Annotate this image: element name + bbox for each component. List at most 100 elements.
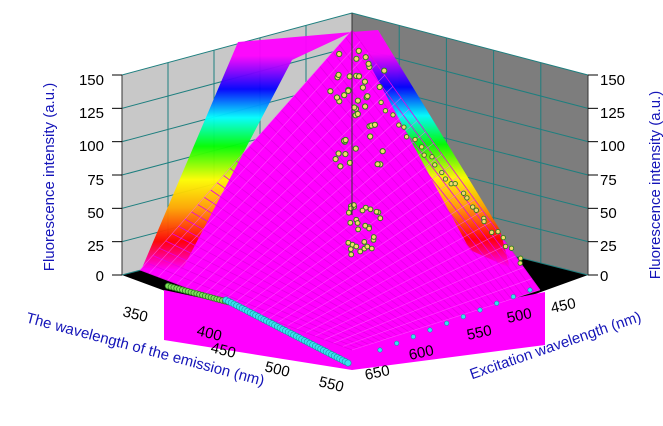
- scatter-ridge-point-3: [396, 122, 402, 128]
- scatter-ridge-point-2: [390, 112, 396, 118]
- surface-mesh-cross-17: [296, 221, 492, 330]
- y-tick-2: 550: [465, 322, 493, 344]
- scatter-ridge-point-6: [412, 136, 418, 143]
- surface-mesh-cross-16: [287, 210, 483, 326]
- surface-mesh-cross-7: [204, 108, 410, 295]
- scatter-peak-point-21: [332, 156, 339, 163]
- scatter-peak-point-36: [342, 136, 349, 144]
- scatter-secondary-point-3: [366, 225, 373, 232]
- scatter-peak-point-32: [352, 145, 359, 152]
- scatter-peak-point-18: [359, 84, 366, 91]
- surface-mesh-line-32: [345, 37, 535, 293]
- scatter-peak-point-42: [341, 92, 348, 99]
- scatter-secondary-point-23: [345, 239, 352, 246]
- axis-lines: [112, 13, 598, 276]
- surface-mesh-line-27: [313, 73, 507, 302]
- scatter-peak-point-28: [333, 94, 341, 101]
- scatter-peak-point-45: [327, 88, 334, 95]
- scatter-peak-point-37: [374, 161, 381, 168]
- surface-mesh-line-11: [210, 189, 415, 331]
- surface-mesh-line-18: [255, 138, 455, 318]
- scatter-secondary-point-24: [361, 239, 368, 245]
- scatter-ridge-point-11: [439, 169, 445, 176]
- scatter-ridge-point-1: [382, 108, 389, 114]
- z-axis-title-right: Fluorescence intensity (a.u.): [647, 91, 663, 279]
- scatter-peak-point-16: [337, 163, 344, 170]
- surface-mesh-cross-10: [231, 142, 434, 306]
- z-tick-left-1: 25: [87, 238, 104, 255]
- scatter-ridge-point-4: [401, 124, 407, 130]
- surface-mesh-cross-5: [185, 86, 394, 288]
- surface-mesh-cross-21: [333, 267, 524, 344]
- z-tick-right-4: 100: [600, 138, 625, 155]
- surface-plot: [139, 29, 545, 370]
- rayleigh-right-point-2: [410, 334, 416, 340]
- scatter-layer: [164, 47, 524, 306]
- scatter-ridge-point-20: [481, 218, 487, 225]
- y-tick-0: 450: [549, 295, 577, 317]
- z-axis-left: 0 25 50 75 100 125 150: [79, 72, 104, 285]
- scatter-peak-point-22: [342, 151, 349, 158]
- scatter-ridge-point-5: [403, 134, 410, 140]
- surface-mesh-line-21: [274, 116, 472, 313]
- scatter-peak-point-39: [371, 121, 378, 128]
- scatter-peak-point-9: [362, 103, 369, 110]
- surface-mesh-line-5: [171, 233, 381, 342]
- scatter-peak-point-27: [353, 55, 360, 62]
- scatter-secondary-point-21: [359, 207, 366, 214]
- scatter-ridge-point-21: [489, 229, 495, 236]
- scatter-peak-point-33: [354, 97, 361, 104]
- surface-mesh-line-4: [165, 240, 375, 344]
- surface-mesh-cross-22: [342, 278, 532, 347]
- scatter-peak-point-10: [336, 50, 343, 58]
- scatter-ridge-point-0: [378, 99, 384, 106]
- y-tick-4: 650: [363, 362, 391, 384]
- scatter-secondary-point-29: [348, 205, 354, 212]
- scatter-ridge-point-14: [452, 180, 458, 187]
- x-tick-1: 400: [195, 322, 223, 345]
- rayleigh-right-point-8: [510, 294, 516, 300]
- rayleigh-right-point-9: [527, 287, 533, 293]
- z-tick-left-3: 75: [87, 172, 104, 189]
- surface-mesh-line-7: [184, 218, 393, 338]
- scatter-secondary-point-9: [353, 243, 360, 250]
- surface-mesh-line-3: [159, 247, 370, 345]
- scatter-peak-point-23: [355, 73, 363, 80]
- scatter-ridge-point-23: [500, 234, 506, 241]
- scatter-ridge-point-8: [421, 152, 427, 158]
- surface-mesh-line-25: [300, 87, 495, 305]
- scatter-ridge-point-26: [517, 255, 524, 261]
- scatter-secondary-point-15: [355, 226, 362, 233]
- surface-mesh-cross-11: [241, 154, 443, 309]
- scatter-ridge-point-12: [442, 176, 449, 182]
- surface-mesh-cross-6: [195, 97, 402, 292]
- surface-mesh-cross-9: [222, 131, 426, 302]
- scatter-ridge-point-9: [429, 154, 435, 160]
- scatter-secondary-point-22: [362, 222, 369, 229]
- z-tick-left-6: 150: [79, 72, 104, 89]
- x-tick-0: 350: [121, 303, 149, 326]
- surface-mesh-line-13: [223, 175, 427, 327]
- z-tick-right-5: 125: [600, 105, 625, 122]
- surface-mesh-line-26: [306, 80, 501, 303]
- surface-mesh-line-9: [197, 204, 404, 334]
- surface-mesh-cross-12: [250, 165, 451, 312]
- scatter-peak-point-26: [335, 71, 342, 79]
- scatter-peak-point-24: [364, 93, 371, 100]
- scatter-peak-point-40: [355, 47, 362, 55]
- surface-mesh-line-24: [293, 95, 490, 307]
- surface-right-ridge: [352, 30, 510, 268]
- surface-mesh-line-12: [216, 182, 421, 329]
- scatter-peak-point-3: [335, 150, 342, 157]
- rayleigh-right-point-6: [477, 307, 483, 313]
- surface-mesh-line-31: [338, 44, 529, 294]
- surface-mesh-line-15: [236, 160, 438, 324]
- scatter-ridge-point-10: [432, 162, 438, 168]
- surface-main-body: [140, 30, 540, 350]
- z-axis-title-left: Fluorescence intensity (a.u.): [41, 83, 58, 271]
- surface-mesh-line-19: [261, 131, 461, 316]
- scatter-peak-point-14: [354, 110, 361, 118]
- surface-mesh-cross-23: [351, 289, 541, 351]
